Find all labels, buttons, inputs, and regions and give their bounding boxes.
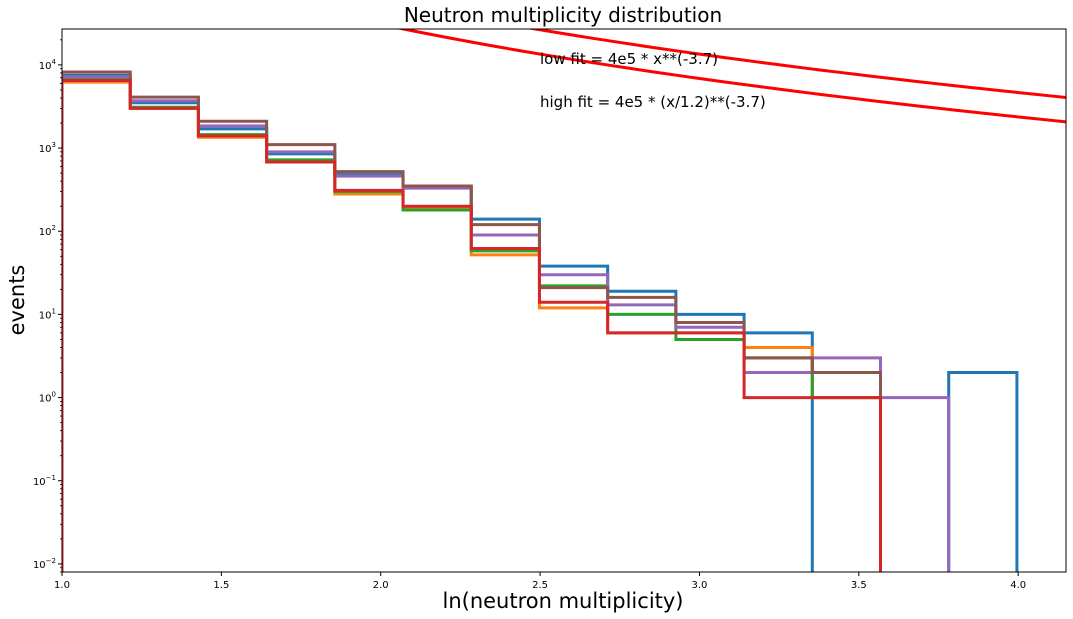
- x-ticks: 1.0 1.5 2.0 2.5 3.0 3.5 4.0: [54, 572, 1026, 591]
- x-tick-label: 1.5: [213, 580, 229, 591]
- x-tick-label: 2.0: [373, 580, 389, 591]
- histogram-series-2: [62, 77, 882, 572]
- histogram-series-0: [62, 73, 1019, 572]
- x-tick-label: 4.0: [1010, 580, 1026, 591]
- y-tick-label: 100: [39, 391, 56, 405]
- histogram-series-5: [62, 78, 882, 572]
- fit-layer: [396, 29, 1066, 124]
- y-tick-label: 103: [39, 141, 56, 155]
- y-tick-label: 10−2: [33, 557, 56, 571]
- high-fit-annotation: high fit = 4e5 * (x/1.2)**(-3.7): [540, 93, 766, 111]
- y-tick-label: 104: [39, 58, 57, 72]
- chart-title: Neutron multiplicity distribution: [404, 3, 722, 27]
- x-axis-label: ln(neutron multiplicity): [442, 589, 683, 613]
- histogram-series-4: [62, 70, 882, 572]
- low-fit-line: [396, 29, 1066, 124]
- histogram-series-1: [62, 80, 882, 572]
- plot-frame: [61, 28, 1067, 573]
- x-tick-label: 1.0: [54, 580, 70, 591]
- y-axis-label: events: [5, 265, 29, 336]
- x-tick-label: 3.5: [851, 580, 867, 591]
- histogram-layer: [62, 70, 1019, 572]
- histogram-series-3: [62, 75, 951, 572]
- y-ticks: 10−2 10−1 100 101 102 103 104: [33, 39, 62, 573]
- y-tick-label: 101: [39, 307, 56, 321]
- x-tick-label: 2.5: [532, 580, 548, 591]
- low-fit-annotation: low fit = 4e5 * x**(-3.7): [540, 50, 718, 68]
- y-tick-label: 10−1: [33, 474, 56, 488]
- high-fit-line: [526, 29, 1066, 99]
- y-tick-label: 102: [39, 224, 56, 238]
- x-tick-label: 3.0: [692, 580, 708, 591]
